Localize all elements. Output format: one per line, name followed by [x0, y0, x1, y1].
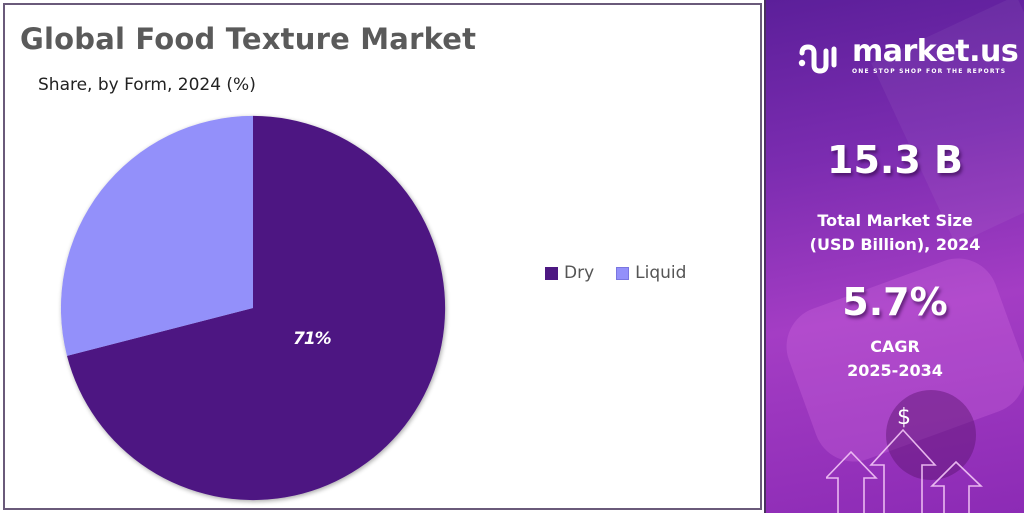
legend-swatch-liquid [616, 266, 630, 280]
pie-slice-dry[interactable] [66, 115, 446, 501]
pie-svg [60, 115, 446, 501]
market-size-label-line2: (USD Billion), 2024 [809, 235, 981, 254]
stats-sidebar: market.us ONE STOP SHOP FOR THE REPORTS … [764, 0, 1024, 513]
pie-slice-liquid[interactable] [60, 115, 253, 356]
brand-logo: market.us ONE STOP SHOP FOR THE REPORTS [796, 34, 1019, 76]
chart-legend: Dry Liquid [545, 263, 686, 283]
growth-arrows-icon [826, 428, 983, 513]
cagr-label-line2: 2025-2034 [847, 361, 943, 380]
pie-data-label-dry: 71% [293, 329, 332, 349]
legend-item-liquid[interactable]: Liquid [616, 263, 686, 283]
pie-chart [57, 112, 449, 504]
legend-label-dry: Dry [564, 263, 595, 283]
cagr-value: 5.7% [842, 280, 948, 324]
chart-title: Global Food Texture Market [20, 22, 477, 56]
brand-name: market.us [852, 34, 1019, 69]
legend-swatch-dry [545, 266, 558, 280]
legend-label-liquid: Liquid [635, 263, 687, 283]
market-size-value: 15.3 B [827, 138, 963, 182]
dollar-icon: $ [897, 405, 911, 430]
brand-text-block: market.us ONE STOP SHOP FOR THE REPORTS [852, 34, 1019, 76]
legend-item-dry[interactable]: Dry [545, 263, 594, 283]
cagr-label-line1: CAGR [870, 337, 920, 356]
brand-tagline: ONE STOP SHOP FOR THE REPORTS [852, 68, 1007, 75]
market-us-logo-icon [798, 43, 837, 74]
market-size-label-line1: Total Market Size [817, 211, 973, 230]
chart-panel: Global Food Texture Market Share, by For… [3, 3, 762, 510]
chart-subtitle: Share, by Form, 2024 (%) [38, 75, 256, 95]
